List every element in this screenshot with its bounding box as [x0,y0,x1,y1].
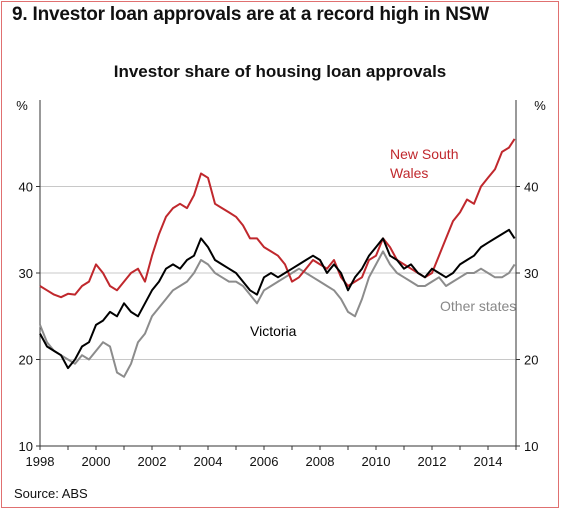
gridlines [40,186,516,360]
series-line-new-south-wales [39,138,516,299]
x-tick-label: 2002 [138,454,167,469]
x-tick-label: 2000 [82,454,111,469]
y-tick-label-left: 20 [19,353,33,368]
x-tick-label: 2014 [474,454,503,469]
y-tick-label-right: 40 [524,180,538,195]
axes: 10 10 20 20 30 30 40 40 1998 2000 2002 2004 2006 2008… [19,100,538,469]
y-unit-right: % [534,98,546,113]
x-tick-label: 2012 [418,454,447,469]
victoria-label: Victoria [250,323,297,339]
other-states-label: Other states [440,298,516,314]
x-tick-label: 2006 [250,454,279,469]
series-layer [39,138,516,378]
x-tick-label: 2004 [194,454,223,469]
y-tick-label-left: 10 [19,439,33,454]
x-tick-label: 1998 [26,454,55,469]
nsw-label-line2: Wales [390,165,428,181]
y-unit-left: % [16,98,28,113]
series-line-other-states [39,250,516,378]
nsw-label-line1: New South [390,146,458,162]
y-tick-label-right: 20 [524,353,538,368]
headline: 9. Investor loan approvals are at a reco… [12,4,489,25]
y-tick-label-left: 40 [19,180,33,195]
x-tick-label: 2008 [306,454,335,469]
y-tick-label-right: 10 [524,439,538,454]
x-tick-label: 2010 [362,454,391,469]
source-note: Source: ABS [14,486,88,501]
y-tick-label-left: 30 [19,266,33,281]
series-line-victoria [39,228,516,370]
y-tick-label-right: 30 [524,266,538,281]
chart-title: Investor share of housing loan approvals [114,62,447,81]
